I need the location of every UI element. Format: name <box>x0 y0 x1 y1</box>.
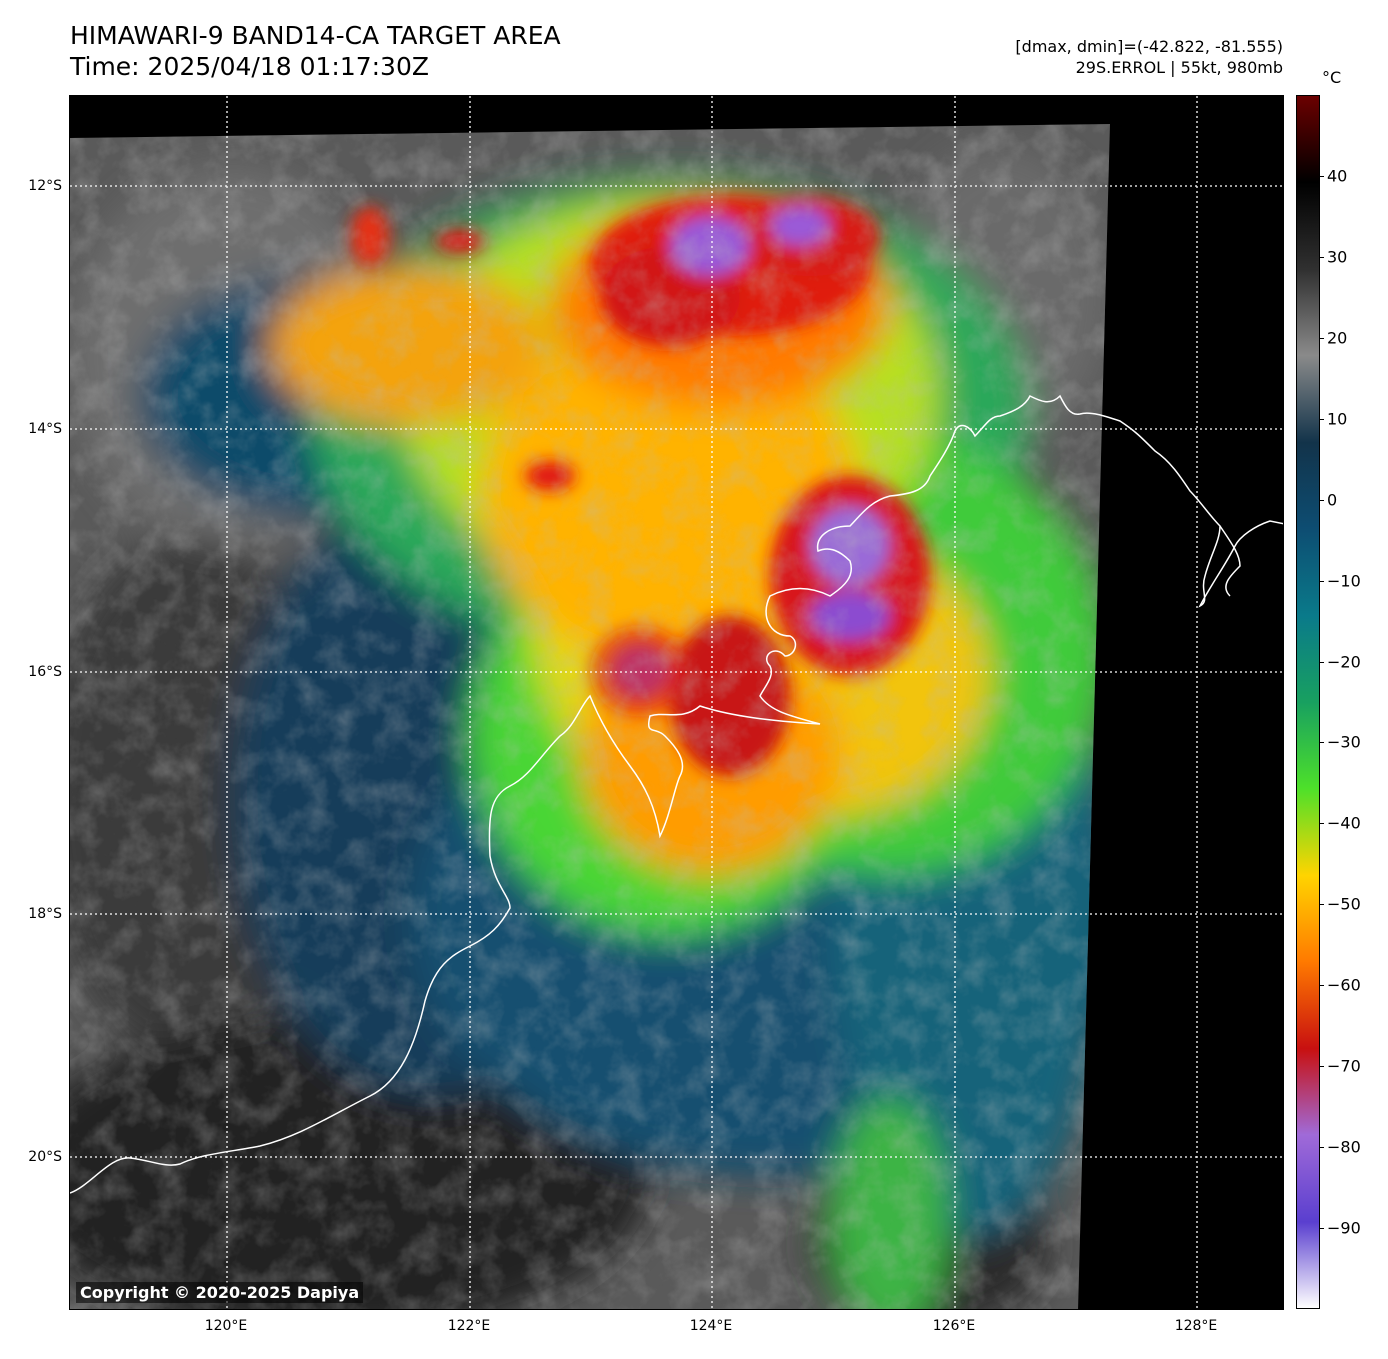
chart-title: HIMAWARI-9 BAND14-CA TARGET AREA Time: 2… <box>70 20 561 82</box>
copyright-label: Copyright © 2020-2025 Dapiya <box>76 1282 364 1303</box>
colorbar-tick-mark <box>1320 256 1324 258</box>
storm-text: 29S.ERROL | 55kt, 980mb <box>1075 58 1283 77</box>
colorbar-tick-mark <box>1320 742 1324 744</box>
colorbar-tick-mark <box>1320 499 1324 501</box>
colorbar-tick-mark <box>1320 337 1324 339</box>
colorbar-tick-mark <box>1320 985 1324 987</box>
swath-area <box>70 124 1110 1309</box>
range-text: [dmax, dmin]=(-42.822, -81.555) <box>1015 37 1283 56</box>
colorbar-tick-label: −70 <box>1327 1056 1361 1076</box>
colorbar-tick-label: −20 <box>1327 652 1361 672</box>
colorbar-tick-mark <box>1320 1228 1324 1230</box>
colorbar-tick-mark <box>1320 904 1324 906</box>
lat-label-20s: 20°S <box>28 1149 62 1165</box>
satellite-image <box>70 96 1283 1309</box>
colorbar-tick-label: −40 <box>1327 813 1361 833</box>
colorbar-tick-label: 20 <box>1327 328 1348 348</box>
lon-label-124e: 124°E <box>689 1318 733 1334</box>
lat-label-16s: 16°S <box>28 664 62 680</box>
colorbar-tick-label: 0 <box>1327 490 1338 510</box>
lon-label-122e: 122°E <box>447 1318 491 1334</box>
lat-label-18s: 18°S <box>28 906 62 922</box>
title-line-2: Time: 2025/04/18 01:17:30Z <box>70 52 429 81</box>
lon-label-128e: 128°E <box>1174 1318 1218 1334</box>
colorbar-unit: °C <box>1322 68 1342 87</box>
colorbar-tick-mark <box>1320 580 1324 582</box>
satellite-map: Copyright © 2020-2025 Dapiya <box>69 95 1284 1310</box>
colorbar-tick-mark <box>1320 175 1324 177</box>
colorbar-tick-label: 10 <box>1327 409 1348 429</box>
title-line-1: HIMAWARI-9 BAND14-CA TARGET AREA <box>70 21 561 50</box>
lat-label-14s: 14°S <box>28 421 62 437</box>
colorbar-tick-label: −60 <box>1327 975 1361 995</box>
lon-label-120e: 120°E <box>204 1318 248 1334</box>
colorbar <box>1296 95 1320 1309</box>
colorbar-tick-label: −50 <box>1327 894 1361 914</box>
colorbar-tick-mark <box>1320 823 1324 825</box>
colorbar-tick-mark <box>1320 1147 1324 1149</box>
lon-label-126e: 126°E <box>932 1318 976 1334</box>
colorbar-tick-label: 30 <box>1327 247 1348 267</box>
colorbar-tick-label: −80 <box>1327 1137 1361 1157</box>
colorbar-tick-label: −10 <box>1327 571 1361 591</box>
colorbar-tick-label: −90 <box>1327 1218 1361 1238</box>
colorbar-tick-mark <box>1320 1066 1324 1068</box>
colorbar-tick-mark <box>1320 661 1324 663</box>
colorbar-tick-mark <box>1320 418 1324 420</box>
coastline <box>70 394 1283 1194</box>
lat-label-12s: 12°S <box>28 178 62 194</box>
colorbar-tick-label: −30 <box>1327 732 1361 752</box>
colorbar-tick-label: 40 <box>1327 166 1348 186</box>
info-block: [dmax, dmin]=(-42.822, -81.555) 29S.ERRO… <box>1015 36 1283 78</box>
